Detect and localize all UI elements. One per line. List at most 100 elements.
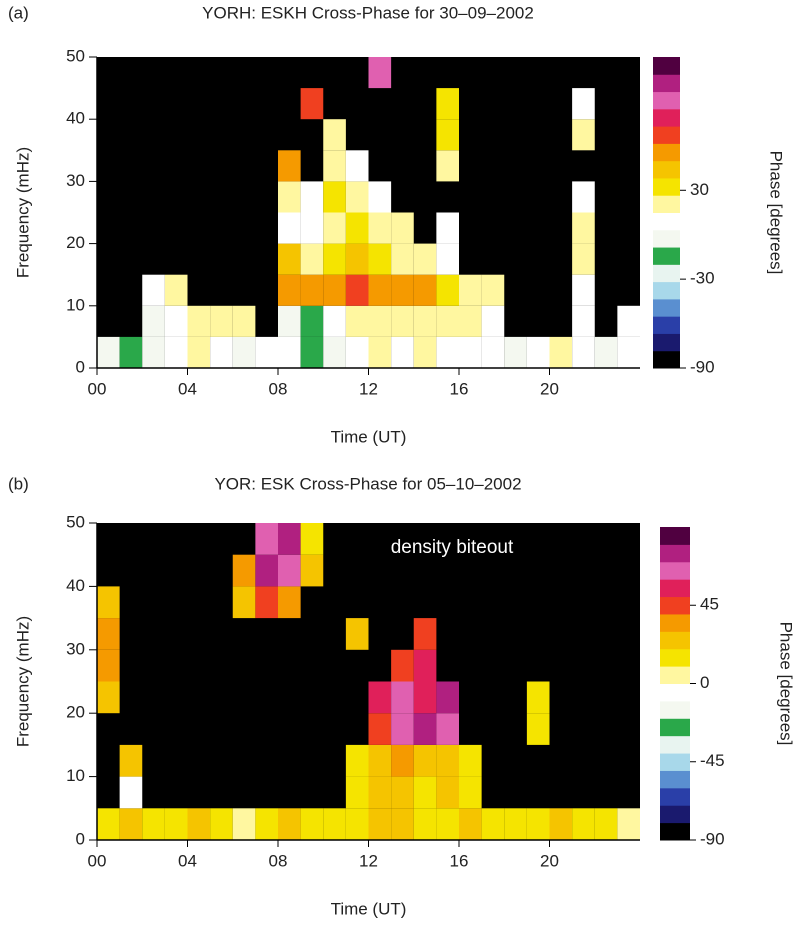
y-tick-label: 50: [66, 46, 85, 65]
heatmap-cell: [187, 808, 211, 840]
colorbar-segment: [660, 544, 690, 563]
colorbar-label: Phase [degrees]: [767, 151, 786, 275]
heatmap-cell: [526, 713, 550, 745]
heatmap-cell: [391, 305, 414, 337]
heatmap-cell: [368, 808, 392, 840]
heatmap-cell: [413, 808, 437, 840]
colorbar-segment: [653, 264, 680, 283]
heatmap-cell: [391, 681, 414, 714]
colorbar-segment: [653, 350, 680, 369]
colorbar-segment: [660, 700, 690, 719]
heatmap-cell: [617, 808, 640, 840]
heatmap-cell: [119, 336, 143, 368]
heatmap-cell: [549, 336, 573, 368]
heatmap-cell: [97, 808, 120, 840]
heatmap-cell: [368, 212, 392, 244]
heatmap-cell: [391, 713, 414, 745]
heatmap-cell: [119, 776, 143, 809]
heatmap-cell: [210, 808, 233, 840]
colorbar-tick-label: 30: [690, 180, 709, 199]
heatmap-cell: [187, 305, 211, 337]
x-tick-label: 00: [88, 851, 107, 870]
heatmap-cell: [323, 274, 346, 306]
heatmap-cell: [323, 808, 346, 840]
heatmap-cell: [459, 274, 482, 306]
heatmap-cell: [323, 119, 346, 151]
x-axis-label: Time (UT): [331, 899, 407, 918]
colorbar-segment: [660, 579, 690, 598]
heatmap-cell: [142, 274, 165, 306]
colorbar-segment: [660, 683, 690, 702]
heatmap-cell: [413, 618, 437, 650]
heatmap-cell: [436, 744, 459, 777]
x-tick-label: 08: [269, 379, 288, 398]
colorbar-segment: [653, 298, 680, 317]
heatmap-cell: [97, 586, 120, 619]
heatmap-cell: [391, 274, 414, 306]
colorbar-segment: [660, 631, 690, 650]
heatmap-cell: [413, 336, 437, 368]
colorbar-label: Phase [degrees]: [777, 622, 796, 746]
x-tick-label: 12: [359, 379, 378, 398]
x-tick-label: 04: [178, 379, 197, 398]
heatmap-cell: [436, 119, 459, 151]
heatmap-cell: [300, 243, 324, 275]
heatmap-cell: [278, 305, 301, 337]
heatmap-cell: [323, 150, 346, 182]
colorbar-segment: [660, 787, 690, 806]
heatmap-cell: [368, 57, 392, 89]
heatmap-cell: [255, 523, 278, 555]
heatmap-cell: [617, 305, 640, 337]
heatmap-cell: [255, 808, 278, 840]
y-tick-label: 30: [66, 639, 85, 658]
heatmap-cell: [278, 808, 301, 840]
colorbar-tick-label: 45: [700, 595, 719, 614]
heatmap-cell: [436, 681, 459, 714]
colorbar-segment: [653, 212, 680, 231]
heatmap-cell: [391, 776, 414, 809]
heatmap-cell: [300, 181, 324, 213]
y-tick-label: 40: [66, 109, 85, 128]
y-tick-label: 0: [76, 357, 85, 376]
heatmap-cell: [300, 88, 324, 120]
heatmap-cell: [345, 274, 369, 306]
heatmap-cell: [459, 776, 482, 809]
heatmap-cell: [323, 336, 346, 368]
x-tick-label: 12: [359, 851, 378, 870]
heatmap-cell: [572, 274, 595, 306]
heatmap-cell: [323, 243, 346, 275]
heatmap-cell: [97, 681, 120, 714]
heatmap-cell: [572, 336, 595, 368]
heatmap-cell: [345, 305, 369, 337]
heatmap-cell: [436, 713, 459, 745]
heatmap-cell: [278, 274, 301, 306]
colorbar-segment: [660, 753, 690, 771]
heatmap-cell: [232, 336, 256, 368]
colorbar-segment: [653, 281, 680, 300]
heatmap-cell: [436, 243, 459, 275]
heatmap-cell: [345, 618, 369, 650]
heatmap-cell: [368, 713, 392, 745]
heatmap-cell: [368, 181, 392, 213]
colorbar-tick-label: -45: [700, 751, 725, 770]
x-tick-label: 20: [540, 379, 559, 398]
heatmap-cell: [572, 243, 595, 275]
colorbar-segment: [660, 770, 690, 789]
colorbar-segment: [653, 195, 680, 213]
x-tick-label: 16: [450, 851, 469, 870]
heatmap-cell: [526, 808, 550, 840]
panel-label: (a): [8, 3, 29, 22]
heatmap-cell: [142, 808, 165, 840]
heatmap-cell: [459, 336, 482, 368]
heatmap-cell: [391, 744, 414, 777]
heatmap-cell: [300, 274, 324, 306]
heatmap-cell: [413, 274, 437, 306]
heatmap-cell: [572, 119, 595, 151]
heatmap-cell: [526, 336, 550, 368]
colorbar-segment: [660, 735, 690, 754]
heatmap-cell: [368, 274, 392, 306]
colorbar-segment: [660, 648, 690, 667]
heatmap-cell: [232, 586, 256, 619]
heatmap-cell: [572, 181, 595, 213]
